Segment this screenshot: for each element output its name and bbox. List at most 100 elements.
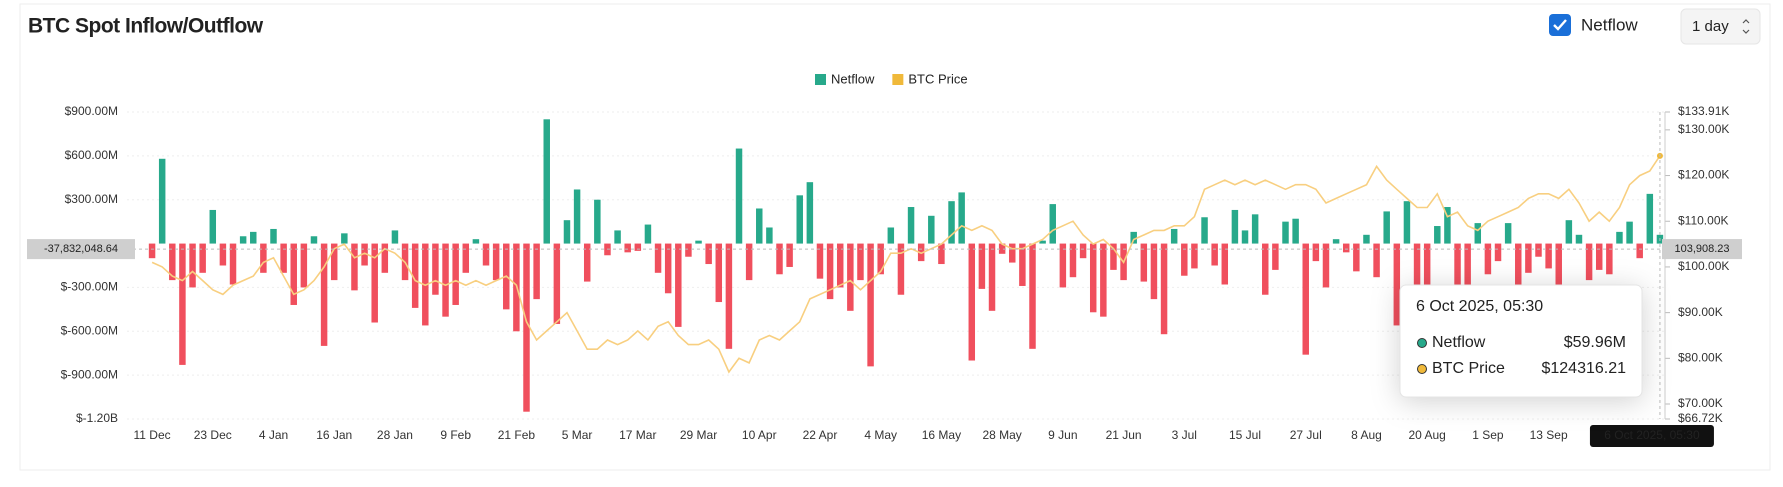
x-tick-label: 20 Aug — [1408, 428, 1445, 442]
netflow-bar — [907, 207, 915, 244]
crosshair-y-label: -37,832,048.64 — [44, 243, 118, 255]
netflow-bar — [654, 243, 662, 273]
y-tick-label: $300.00M — [65, 192, 118, 206]
netflow-bar — [1595, 243, 1603, 270]
netflow-bar — [320, 243, 328, 346]
x-tick-label: 8 Aug — [1351, 428, 1382, 442]
netflow-bar — [1636, 243, 1643, 259]
y2-tick-label: $133.91K — [1678, 104, 1729, 118]
netflow-bar — [1494, 243, 1502, 262]
netflow-bar — [1221, 243, 1229, 285]
netflow-bar — [614, 230, 621, 244]
netflow-bar — [877, 243, 884, 275]
y-tick-label: $600.00M — [65, 148, 118, 162]
netflow-bar — [1282, 221, 1289, 244]
netflow-bar — [492, 243, 500, 281]
netflow-bar — [300, 243, 308, 288]
y-tick-label: $-900.00M — [61, 367, 118, 381]
netflow-bar — [533, 243, 540, 300]
netflow-bar — [1515, 243, 1522, 288]
netflow-bar — [1606, 243, 1613, 275]
netflow-bar — [1079, 243, 1087, 259]
netflow-bar — [826, 243, 834, 300]
tooltip-dot — [1417, 364, 1427, 374]
netflow-bar — [847, 243, 854, 311]
netflow-bar — [189, 243, 196, 288]
y2-tick-label: $130.00K — [1678, 122, 1729, 136]
netflow-bar — [523, 243, 530, 412]
netflow-bar — [857, 243, 864, 281]
netflow-bar — [958, 192, 965, 244]
netflow-bar — [371, 243, 378, 323]
netflow-bar — [169, 243, 176, 281]
netflow-bar — [1140, 243, 1148, 282]
crosshair-y-box — [27, 239, 135, 260]
netflow-bar — [1160, 243, 1168, 335]
select-box[interactable] — [1680, 8, 1761, 45]
x-tick-label: 23 Dec — [194, 428, 232, 442]
netflow-bar — [290, 243, 297, 305]
netflow-bar — [1262, 243, 1269, 295]
netflow-bar — [786, 243, 793, 267]
netflow-bar — [1454, 243, 1461, 288]
netflow-bar — [1191, 243, 1198, 269]
x-tick-label: 1 Sep — [1472, 428, 1504, 442]
price-line — [151, 155, 1661, 374]
netflow-bar — [887, 227, 895, 244]
y2-tick-label: $100.00K — [1678, 259, 1729, 273]
netflow-bar — [1029, 243, 1036, 349]
netflow-bar — [1555, 243, 1562, 292]
netflow-bar — [432, 243, 439, 295]
x-tick-label: 17 Mar — [619, 428, 656, 442]
legend-swatch — [815, 74, 826, 85]
netflow-bar — [624, 243, 631, 253]
interval-select[interactable]: 1 day — [1680, 8, 1761, 45]
netflow-bar — [1241, 230, 1249, 244]
netflow-bar — [1201, 217, 1208, 244]
netflow-bar — [1211, 243, 1218, 266]
netflow-bar — [1393, 243, 1401, 326]
netflow-bar — [482, 243, 490, 266]
netflow-bar — [776, 243, 783, 275]
netflow-bar — [1312, 243, 1320, 262]
netflow-bar — [725, 243, 733, 349]
netflow-bar — [1626, 221, 1633, 244]
netflow-bar — [573, 189, 581, 244]
netflow-bar — [239, 236, 247, 244]
netflow-bar — [411, 243, 419, 308]
plot: $900.00M $600.00M $300.00M $-300.00M $-600.0… — [27, 71, 1742, 447]
netflow-bar — [796, 195, 803, 244]
netflow-bar — [1181, 243, 1188, 276]
netflow-bar — [644, 224, 652, 244]
tooltip-series: Netflow — [1432, 334, 1486, 351]
netflow-bar — [816, 243, 824, 279]
netflow-bar — [1009, 243, 1016, 263]
legend-swatch — [892, 74, 904, 85]
netflow-bar — [1292, 218, 1299, 244]
legend-label: Netflow — [831, 71, 875, 86]
x-tick-label: 16 Jan — [316, 428, 352, 442]
netflow-toggle[interactable]: Netflow — [1549, 14, 1638, 36]
netflow-bar — [695, 240, 702, 244]
netflow-bar — [1484, 243, 1492, 275]
netflow-bar — [260, 243, 267, 273]
y2-tick-label: $70.00K — [1678, 396, 1723, 410]
select-label[interactable]: 1 day — [1692, 18, 1729, 35]
netflow-bar — [1353, 243, 1360, 272]
netflow-bar — [1464, 243, 1471, 311]
x-tick-label: 13 Sep — [1530, 428, 1568, 442]
x-tick-label: 4 Jan — [259, 428, 288, 442]
checkbox-label[interactable]: Netflow — [1581, 15, 1638, 34]
netflow-bar — [1089, 243, 1097, 313]
netflow-bar — [310, 236, 318, 244]
netflow-bar — [381, 243, 389, 273]
y-tick-label: $-1.20B — [76, 411, 118, 425]
netflow-bar — [1403, 201, 1411, 244]
netflow-bar — [1231, 209, 1239, 244]
tooltip: 6 Oct 2025, 05:30 Netflow $59.96M BTC Price… — [1399, 284, 1643, 398]
netflow-bar — [148, 243, 156, 259]
netflow-bar — [583, 243, 591, 282]
tooltip-value: $59.96M — [1564, 334, 1626, 351]
y-tick-label: $-300.00M — [61, 280, 118, 294]
